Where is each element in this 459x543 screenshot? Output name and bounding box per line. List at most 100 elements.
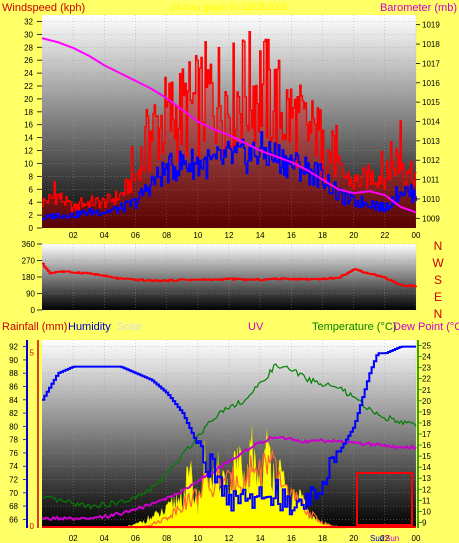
barometer-tick-label: 1011 bbox=[422, 176, 440, 185]
barometer-tick-label: 1009 bbox=[422, 214, 440, 223]
barometer-axis-label: Barometer (mb) bbox=[380, 2, 457, 14]
climate-time-tick-label: 18 bbox=[318, 534, 327, 543]
wind-time-tick-label: 06 bbox=[131, 231, 140, 240]
wind-time-tick-label: 22 bbox=[380, 231, 389, 240]
rainfall-axis: 05 bbox=[30, 340, 39, 531]
compass-label: N bbox=[434, 307, 443, 321]
temperature-tick-label: 20 bbox=[422, 397, 431, 406]
windspeed-tick-label: 2 bbox=[29, 211, 34, 220]
windspeed-tick-label: 12 bbox=[24, 147, 33, 156]
temperature-tick-label: 10 bbox=[422, 507, 431, 516]
temperature-tick-label: 23 bbox=[422, 364, 431, 373]
climate-time-tick-label: 22 bbox=[380, 534, 389, 543]
climate-time-tick-label: 16 bbox=[287, 534, 296, 543]
temperature-tick-label: 21 bbox=[422, 386, 431, 395]
direction-tick-label: 270 bbox=[22, 257, 36, 266]
windspeed-tick-label: 16 bbox=[24, 121, 33, 130]
humidity-tick-label: 70 bbox=[9, 489, 18, 498]
temperature-tick-label: 16 bbox=[422, 441, 431, 450]
wind-time-tick-label: 12 bbox=[225, 231, 234, 240]
wind-time-tick-label: 08 bbox=[162, 231, 171, 240]
humidity-label: Humidity bbox=[68, 321, 111, 333]
humidity-tick-label: 92 bbox=[9, 343, 18, 352]
chart-title: 24 hour graph for 02/08/2008 bbox=[171, 2, 288, 12]
barometer-tick-label: 1013 bbox=[422, 137, 440, 146]
direction-degrees-axis: 0 90 180 270 360 bbox=[22, 240, 42, 315]
barometer-tick-label: 1018 bbox=[422, 40, 440, 49]
wind-direction-line bbox=[42, 262, 417, 288]
temperature-tick-label: 15 bbox=[422, 452, 431, 461]
dew-point-line bbox=[41, 435, 417, 522]
temperature-tick-label: 9 bbox=[422, 518, 427, 527]
barometer-tick-label: 1016 bbox=[422, 79, 440, 88]
wind-time-tick-label: 20 bbox=[349, 231, 358, 240]
windspeed-tick-label: 14 bbox=[24, 134, 33, 143]
rainfall-tick-label: 0 bbox=[30, 522, 35, 531]
barometer-tick-label: 1012 bbox=[422, 156, 440, 165]
windspeed-tick-label: 20 bbox=[24, 95, 33, 104]
humidity-tick-label: 90 bbox=[9, 356, 18, 365]
humidity-tick-label: 76 bbox=[9, 449, 18, 458]
barometer-axis: 1009 1010 1011 1012 1013 1014 1015 1016 1017 1018… bbox=[416, 21, 440, 223]
windspeed-tick-label: 26 bbox=[24, 56, 33, 65]
compass-label: S bbox=[434, 273, 442, 287]
wind-average-line bbox=[42, 131, 417, 221]
windspeed-tick-label: 22 bbox=[24, 82, 33, 91]
direction-tick-label: 360 bbox=[22, 240, 36, 249]
temperature-tick-label: 22 bbox=[422, 375, 431, 384]
direction-series bbox=[42, 262, 417, 288]
barometer-line bbox=[41, 37, 417, 214]
solar-label: Solar bbox=[117, 321, 143, 333]
uv-label: UV bbox=[248, 321, 264, 333]
climate-time-tick-label: 04 bbox=[100, 534, 109, 543]
humidity-tick-label: 78 bbox=[9, 436, 18, 445]
humidity-tick-label: 82 bbox=[9, 409, 18, 418]
temperature-axis: 9 10 11 12 13 14 15 16 17 18 19 20 21 22 23 24 25 bbox=[417, 340, 431, 528]
windspeed-tick-label: 0 bbox=[29, 224, 34, 233]
humidity-tick-label: 84 bbox=[9, 396, 18, 405]
humidity-tick-label: 66 bbox=[9, 515, 18, 524]
direction-tick-label: 90 bbox=[26, 290, 35, 299]
climate-time-tick-label: 12 bbox=[225, 534, 234, 543]
dew-point-label: Dew Point (°C) bbox=[393, 321, 459, 333]
humidity-tick-label: 80 bbox=[9, 422, 18, 431]
barometer-tick-label: 1015 bbox=[422, 98, 440, 107]
temperature-tick-label: 25 bbox=[422, 342, 431, 351]
humidity-line bbox=[42, 345, 416, 516]
temperature-tick-label: 19 bbox=[422, 408, 431, 417]
temperature-tick-label: 24 bbox=[422, 353, 431, 362]
wind-time-tick-label: 14 bbox=[256, 231, 265, 240]
windspeed-tick-label: 10 bbox=[24, 159, 33, 168]
windspeed-tick-label: 8 bbox=[29, 172, 34, 181]
temperature-line bbox=[41, 363, 417, 510]
barometer-tick-label: 1014 bbox=[422, 118, 440, 127]
windspeed-tick-label: 32 bbox=[24, 17, 33, 26]
climate-time-tick-label: 14 bbox=[256, 534, 265, 543]
temperature-tick-label: 13 bbox=[422, 474, 431, 483]
climate-time-tick-label: 10 bbox=[193, 534, 202, 543]
climate-time-tick-label: 20 bbox=[349, 534, 358, 543]
humidity-tick-label: 72 bbox=[9, 476, 18, 485]
humidity-axis: 66 68 70 72 74 76 78 80 82 84 86 88 90 92 bbox=[9, 340, 28, 528]
windspeed-tick-label: 4 bbox=[29, 198, 34, 207]
windspeed-axis-label: Windspeed (kph) bbox=[2, 2, 85, 14]
wind-time-tick-label: 16 bbox=[287, 231, 296, 240]
climate-time-axis: 02 04 06 08 10 12 14 16 18 20 22 00 bbox=[69, 534, 421, 543]
windspeed-tick-label: 24 bbox=[24, 69, 33, 78]
temperature-tick-label: 14 bbox=[422, 463, 431, 472]
wind-gust-line bbox=[42, 30, 417, 213]
temperature-tick-label: 18 bbox=[422, 419, 431, 428]
compass-label: E bbox=[434, 290, 442, 304]
wind-time-tick-label: 00 bbox=[412, 231, 421, 240]
rainfall-axis-label: Rainfall (mm) bbox=[2, 321, 67, 333]
rainfall-tick-label: 5 bbox=[30, 348, 35, 357]
barometer-tick-label: 1019 bbox=[422, 21, 440, 30]
windspeed-tick-label: 28 bbox=[24, 43, 33, 52]
direction-tick-label: 0 bbox=[31, 306, 36, 315]
direction-tick-label: 180 bbox=[22, 273, 36, 282]
barometer-tick-label: 1017 bbox=[422, 59, 440, 68]
